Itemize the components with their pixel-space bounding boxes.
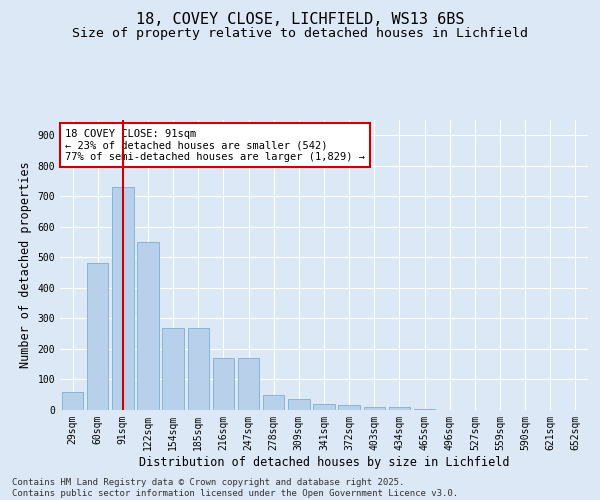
Bar (313, 404, 335, 410)
Bar (338, 406, 360, 410)
Bar (137, 242, 158, 410)
Bar (238, 358, 259, 410)
Bar (112, 187, 134, 410)
Text: Contains HM Land Registry data © Crown copyright and database right 2025.
Contai: Contains HM Land Registry data © Crown c… (12, 478, 458, 498)
Bar (414, 409, 435, 410)
Y-axis label: Number of detached properties: Number of detached properties (19, 162, 32, 368)
Bar (213, 358, 234, 410)
X-axis label: Distribution of detached houses by size in Lichfield: Distribution of detached houses by size … (139, 456, 509, 468)
Bar (364, 407, 385, 410)
Text: 18 COVEY CLOSE: 91sqm
← 23% of detached houses are smaller (542)
77% of semi-det: 18 COVEY CLOSE: 91sqm ← 23% of detached … (65, 128, 365, 162)
Text: 18, COVEY CLOSE, LICHFIELD, WS13 6BS: 18, COVEY CLOSE, LICHFIELD, WS13 6BS (136, 12, 464, 28)
Bar (163, 328, 184, 410)
Bar (62, 392, 83, 410)
Bar (263, 394, 284, 410)
Text: Size of property relative to detached houses in Lichfield: Size of property relative to detached ho… (72, 28, 528, 40)
Bar (288, 400, 310, 410)
Bar (87, 264, 109, 410)
Bar (389, 407, 410, 410)
Bar (188, 328, 209, 410)
